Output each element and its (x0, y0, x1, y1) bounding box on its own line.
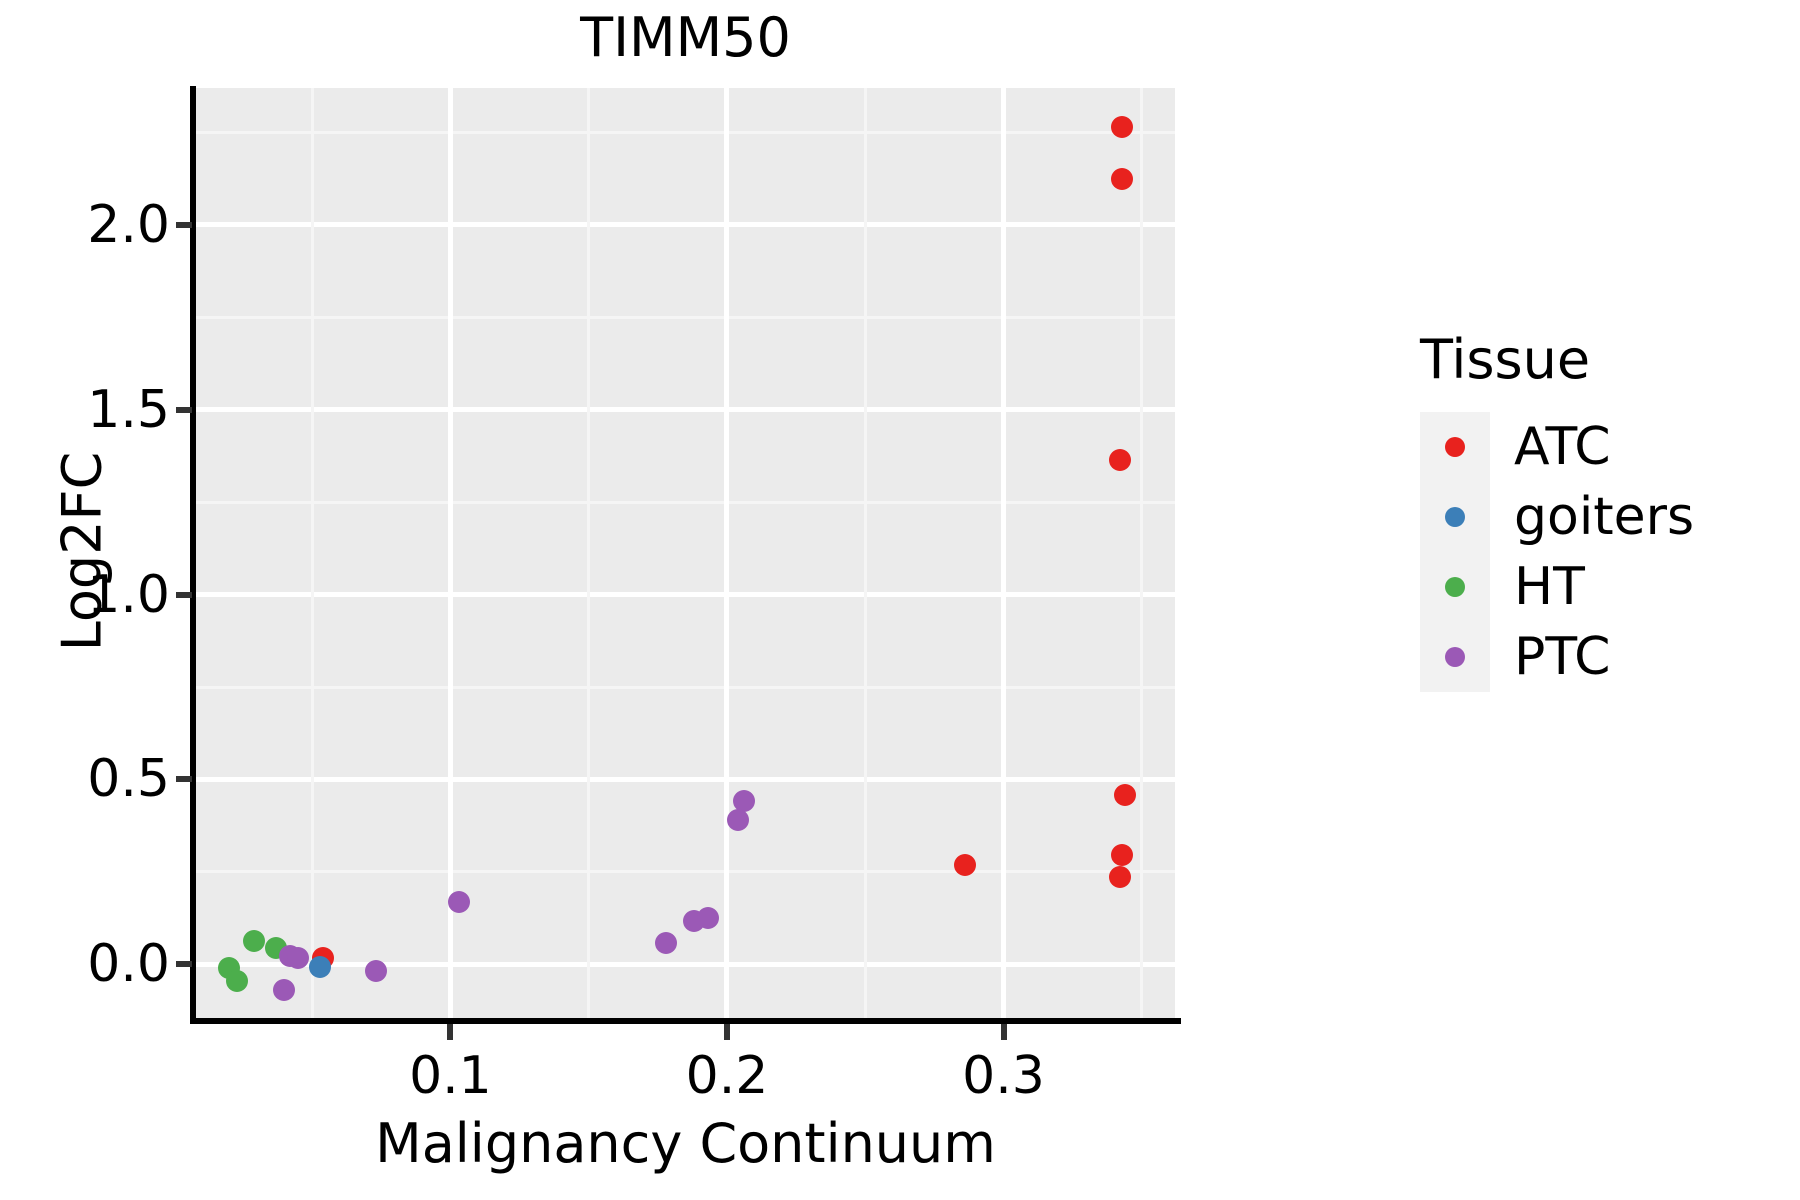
data-point-atc (1111, 115, 1134, 138)
legend-item-atc[interactable]: ATC (1420, 412, 1780, 482)
x-tick-mark (447, 1024, 454, 1040)
legend-key-swatch (1420, 412, 1490, 482)
gridline-major-vertical (447, 88, 453, 1018)
x-tick-label: 0.2 (685, 1046, 769, 1106)
legend-item-label: PTC (1514, 627, 1611, 687)
gridline-major-horizontal (196, 222, 1175, 228)
gridline-minor-vertical (587, 88, 591, 1018)
y-tick-mark (176, 776, 192, 783)
legend-item-label: goiters (1514, 487, 1695, 547)
data-point-ptc (727, 809, 750, 832)
legend-dot-icon (1445, 577, 1465, 597)
data-point-atc (1108, 865, 1131, 888)
legend-key-swatch (1420, 482, 1490, 552)
y-tick-label: 1.0 (87, 564, 170, 625)
page-title: TIMM50 (580, 6, 791, 69)
legend: Tissue ATC goiters HT PTC (1420, 330, 1780, 692)
legend-item-label: HT (1514, 557, 1585, 617)
gridline-major-vertical (724, 88, 730, 1018)
data-point-atc (1114, 784, 1137, 807)
gridline-major-horizontal (196, 592, 1175, 598)
gridline-minor-horizontal (196, 685, 1175, 689)
data-point-ptc (364, 960, 387, 983)
data-point-goiters (309, 956, 332, 979)
legend-key-swatch (1420, 622, 1490, 692)
gridline-minor-horizontal (196, 315, 1175, 319)
gridline-minor-vertical (863, 88, 867, 1018)
data-point-ptc (696, 906, 719, 929)
data-point-ptc (273, 978, 296, 1001)
gridline-minor-vertical (310, 88, 314, 1018)
gridline-major-vertical (1001, 88, 1007, 1018)
data-point-atc (1111, 843, 1134, 866)
y-tick-mark (176, 591, 192, 598)
data-point-ht (226, 970, 249, 993)
x-axis-line (190, 1018, 1181, 1024)
legend-dot-icon (1445, 437, 1465, 457)
legend-dot-icon (1445, 507, 1465, 527)
legend-item-goiters[interactable]: goiters (1420, 482, 1780, 552)
data-point-atc (953, 854, 976, 877)
data-point-ptc (655, 932, 678, 955)
y-axis-line (190, 86, 196, 1022)
x-tick-label: 0.1 (409, 1046, 492, 1106)
y-tick-label: 0.5 (87, 749, 170, 810)
gridline-minor-vertical (1140, 88, 1144, 1018)
y-tick-mark (176, 961, 192, 968)
gridline-major-horizontal (196, 776, 1175, 782)
gridline-major-horizontal (196, 407, 1175, 413)
data-point-ptc (447, 890, 470, 913)
data-point-ht (243, 930, 266, 953)
y-tick-label: 0.0 (87, 934, 170, 995)
y-axis-label: Log2FC (50, 451, 114, 652)
plot-panel (196, 88, 1175, 1018)
legend-item-ptc[interactable]: PTC (1420, 622, 1780, 692)
x-axis-label: Malignancy Continuum (375, 1112, 996, 1175)
legend-item-label: ATC (1514, 417, 1611, 477)
data-point-ptc (287, 947, 310, 970)
data-point-atc (1108, 449, 1131, 472)
gridline-major-horizontal (196, 961, 1175, 967)
x-tick-mark (1000, 1024, 1007, 1040)
legend-item-ht[interactable]: HT (1420, 552, 1780, 622)
legend-items: ATC goiters HT PTC (1420, 412, 1780, 692)
y-tick-label: 2.0 (87, 194, 170, 255)
x-tick-mark (723, 1024, 730, 1040)
data-point-ptc (732, 789, 755, 812)
gridline-minor-horizontal (196, 870, 1175, 874)
legend-title: Tissue (1420, 328, 1591, 391)
y-tick-mark (176, 221, 192, 228)
x-tick-label: 0.3 (962, 1046, 1045, 1106)
data-point-atc (1111, 168, 1134, 191)
legend-key-swatch (1420, 552, 1490, 622)
y-tick-label: 1.5 (87, 379, 170, 440)
y-tick-mark (176, 406, 192, 413)
gridline-minor-horizontal (196, 500, 1175, 504)
gridline-minor-horizontal (196, 130, 1175, 134)
legend-dot-icon (1445, 647, 1465, 667)
